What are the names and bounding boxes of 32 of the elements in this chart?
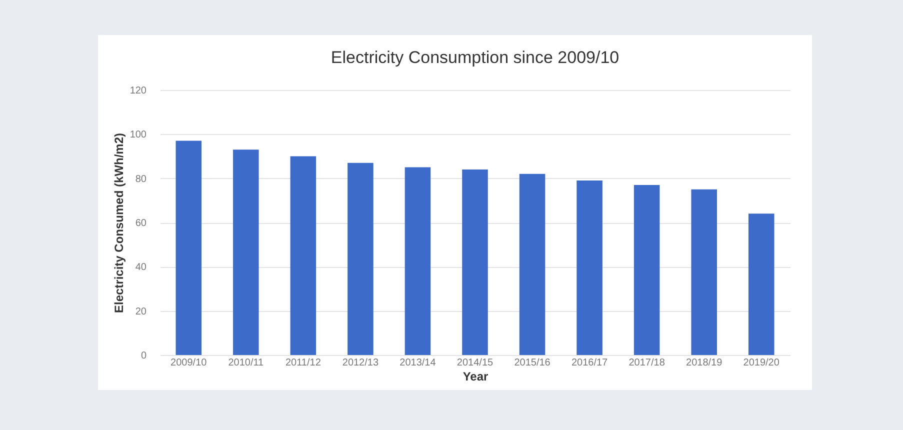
chart-title: Electricity Consumption since 2009/10 xyxy=(330,48,620,67)
x-tick-label: 2011/12 xyxy=(285,358,322,368)
x-tick-label: 2012/13 xyxy=(342,358,379,368)
bar xyxy=(176,140,202,355)
x-tick-label: 2014/15 xyxy=(456,358,494,368)
y-tick-label: 40 xyxy=(135,262,147,274)
y-tick-label: 60 xyxy=(135,218,147,229)
bar xyxy=(233,150,259,355)
bar xyxy=(290,156,316,355)
x-axis-title: Year xyxy=(462,370,489,384)
bar xyxy=(462,170,488,355)
x-tick-label: 2013/14 xyxy=(400,358,436,368)
x-tick-label: 2017/18 xyxy=(628,358,666,368)
x-tick-label: 2016/17 xyxy=(571,358,608,368)
y-tick-label: 20 xyxy=(135,306,147,318)
bar xyxy=(634,184,660,355)
x-tick-label: 2019/20 xyxy=(743,358,780,368)
bar xyxy=(519,174,546,355)
y-tick-label: 80 xyxy=(135,174,147,185)
x-tick-label: 2018/19 xyxy=(686,358,723,368)
y-tick-label: 100 xyxy=(130,130,147,141)
bar xyxy=(348,162,374,355)
x-tick-label: 2015/16 xyxy=(514,358,551,368)
bar xyxy=(748,214,774,355)
bar xyxy=(691,189,717,355)
y-tick-label: 0 xyxy=(140,350,147,362)
x-tick-label: 2009/10 xyxy=(170,358,208,368)
y-tick-label: 120 xyxy=(130,86,147,96)
y-axis-title: Electricity Consumed (kWh/m2) xyxy=(112,132,126,314)
bar xyxy=(404,167,431,355)
x-tick-label: 2010/11 xyxy=(228,358,264,368)
bar xyxy=(576,180,602,355)
